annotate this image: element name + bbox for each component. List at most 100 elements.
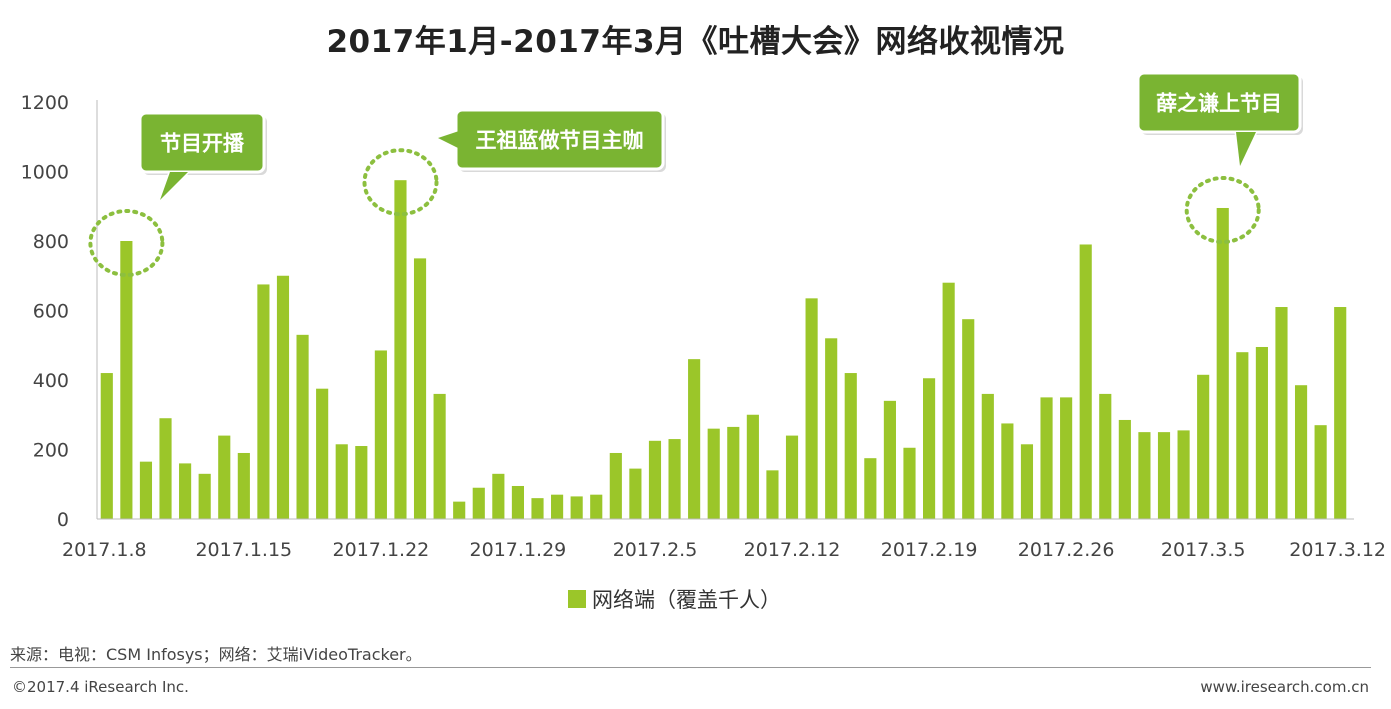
bar (825, 338, 838, 519)
bar (1236, 352, 1249, 519)
y-tick-label: 1200 (21, 92, 69, 114)
bar (335, 444, 348, 519)
bar (1118, 419, 1131, 519)
bar (707, 428, 720, 519)
x-tick-label: 2017.3.5 (1161, 539, 1246, 561)
bar (1216, 207, 1229, 520)
bar (237, 452, 250, 519)
bar (923, 378, 936, 519)
x-tick-label: 2017.1.22 (333, 539, 430, 561)
y-tick-label: 800 (33, 231, 69, 253)
bar (413, 258, 427, 520)
bar (355, 446, 368, 519)
bar (433, 393, 446, 519)
chart-title: 2017年1月-2017年3月《吐槽大会》网络收视情况 (326, 24, 1065, 60)
callout-label: 节目开播 (160, 132, 245, 156)
bar (1275, 307, 1288, 519)
bar (844, 373, 857, 519)
bar (1255, 346, 1268, 519)
x-tick-label: 2017.1.29 (470, 539, 567, 561)
legend: 网络端（覆盖千人） (568, 584, 781, 614)
bar (159, 418, 172, 519)
bar (609, 452, 622, 519)
bar (296, 334, 309, 519)
bar (590, 494, 603, 519)
callout-tail-fill (1236, 132, 1256, 166)
bar (1177, 430, 1190, 519)
bar (668, 439, 681, 519)
bar (1060, 397, 1073, 520)
bar (883, 400, 896, 519)
highlight-ring (1184, 176, 1261, 244)
bar (374, 350, 387, 519)
bar (179, 463, 192, 519)
callout-label: 王祖蓝做节目主咖 (476, 129, 644, 153)
footer-divider (10, 667, 1371, 668)
bar (394, 180, 407, 519)
bar (1138, 432, 1151, 520)
y-tick-label: 400 (33, 370, 69, 392)
bar (629, 468, 642, 519)
bar (198, 473, 211, 519)
bar (981, 393, 994, 519)
callout-tail-fill (438, 130, 462, 150)
bar (1197, 374, 1210, 519)
bar (805, 298, 818, 519)
bar (570, 496, 583, 519)
bar (1099, 393, 1112, 519)
bar (276, 275, 290, 519)
y-tick-label: 600 (33, 301, 69, 323)
legend-swatch (568, 590, 586, 608)
copyright: ©2017.4 iResearch Inc. (12, 678, 189, 696)
bar (727, 426, 740, 519)
x-tick-label: 2017.1.15 (195, 539, 292, 561)
callouts: 节目开播 王祖蓝做节目主咖 薛之谦上节目 (88, 71, 1303, 277)
y-axis: 0 200 400 600 800 1000 1200 (21, 92, 98, 531)
x-tick-label: 2017.1.8 (62, 539, 147, 561)
bar (903, 447, 916, 519)
bar (1157, 432, 1171, 520)
bar (1001, 423, 1014, 519)
bar (746, 414, 759, 519)
bar (472, 487, 485, 519)
callout-bubble (138, 111, 266, 174)
bar (100, 373, 113, 519)
bar (139, 461, 153, 519)
y-tick-label: 0 (57, 509, 69, 531)
y-tick-label: 200 (33, 440, 69, 462)
callout-bubble (1136, 71, 1302, 134)
bar (766, 470, 779, 519)
website-url: www.iresearch.com.cn (1200, 678, 1369, 696)
callout-label: 薛之谦上节目 (1156, 92, 1282, 116)
bar (962, 319, 975, 519)
callout-tail-fill (160, 172, 188, 200)
y-tick-label: 1000 (21, 162, 69, 184)
bar (864, 458, 877, 519)
bar (316, 388, 329, 519)
bar (648, 440, 662, 519)
bar (785, 435, 799, 519)
bar (1294, 385, 1308, 519)
bar (492, 473, 505, 519)
bar (1040, 397, 1053, 520)
x-tick-label: 2017.2.12 (744, 539, 841, 561)
bar (531, 498, 544, 519)
highlight-ring (362, 148, 439, 217)
highlight-ring (88, 209, 165, 277)
bar (511, 485, 524, 519)
source-note: 来源：电视：CSM Infosys；网络：艾瑞iVideoTracker。 (10, 645, 422, 664)
bar (942, 282, 955, 519)
bar (218, 435, 231, 519)
bar (1079, 244, 1092, 520)
x-axis: 2017.1.8 2017.1.15 2017.1.22 2017.1.29 2017.… (62, 518, 1386, 561)
x-tick-label: 2017.2.19 (881, 539, 978, 561)
bar (453, 501, 466, 520)
x-tick-label: 2017.3.12 (1289, 539, 1386, 561)
bar (120, 241, 133, 519)
bar (688, 359, 701, 519)
bar (1020, 444, 1034, 519)
bar (551, 494, 564, 519)
bars-group (100, 180, 1347, 520)
bar (1314, 425, 1327, 519)
